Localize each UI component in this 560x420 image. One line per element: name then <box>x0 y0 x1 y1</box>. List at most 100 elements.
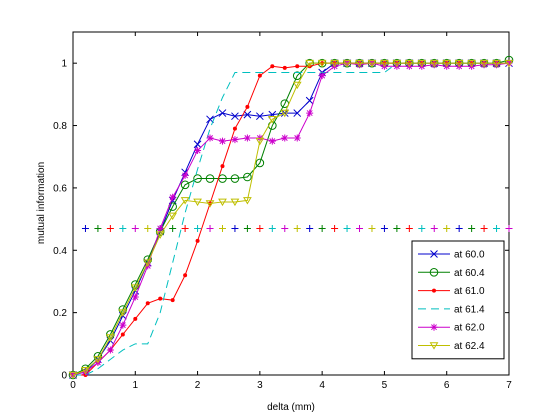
legend-label: at 61.4 <box>454 304 485 315</box>
data-point <box>119 321 127 329</box>
reference-marker <box>281 224 289 232</box>
reference-marker <box>443 224 451 232</box>
data-point <box>243 197 252 205</box>
data-point <box>317 59 327 68</box>
reference-marker <box>268 224 276 232</box>
series-group <box>68 55 514 380</box>
data-point <box>330 59 339 68</box>
data-point <box>342 59 352 68</box>
data-point <box>293 109 302 117</box>
legend-entry: at 62.4 <box>418 341 485 352</box>
data-point <box>430 61 438 69</box>
legend-label: at 61.0 <box>454 286 485 297</box>
reference-marker <box>293 224 301 232</box>
reference-marker <box>81 224 89 232</box>
data-point <box>205 174 215 183</box>
data-point <box>480 61 488 69</box>
reference-marker <box>380 224 388 232</box>
data-point <box>243 172 252 182</box>
data-point <box>170 298 175 303</box>
data-point <box>292 81 302 90</box>
reference-marker <box>194 224 202 232</box>
x-tick-label: 1 <box>133 380 139 391</box>
data-point <box>133 316 138 321</box>
data-point <box>145 301 150 306</box>
reference-marker <box>169 224 177 232</box>
legend-marker <box>430 323 438 331</box>
reference-marker <box>480 224 488 232</box>
data-point <box>292 71 302 80</box>
reference-marker <box>405 224 413 232</box>
data-point <box>195 238 200 243</box>
data-point <box>205 200 215 208</box>
x-tick-label: 6 <box>444 380 450 391</box>
data-point <box>318 72 326 80</box>
reference-marker <box>343 224 351 232</box>
data-point <box>270 64 275 69</box>
reference-marker <box>356 224 364 232</box>
data-point <box>230 198 240 207</box>
data-point <box>293 134 301 142</box>
data-point <box>180 197 190 205</box>
data-point <box>105 334 115 342</box>
reference-marker <box>318 224 326 232</box>
data-point <box>243 134 251 142</box>
reference-marker <box>306 224 314 232</box>
legend-entry: at 60.0 <box>418 250 485 261</box>
x-tick-label: 4 <box>319 380 325 391</box>
y-tick-label: 0.2 <box>53 308 67 319</box>
data-point <box>257 73 262 78</box>
data-point <box>305 96 314 105</box>
y-tick-label: 0.8 <box>53 121 67 132</box>
data-point <box>504 59 514 68</box>
data-point <box>305 59 315 68</box>
data-point <box>168 212 178 221</box>
data-point <box>81 367 90 375</box>
reference-marker <box>505 224 513 232</box>
reference-marker <box>106 224 114 232</box>
data-point <box>280 109 290 118</box>
data-point <box>193 174 202 183</box>
data-point <box>218 198 227 207</box>
reference-marker <box>181 224 189 232</box>
legend-entry: at 61.4 <box>418 304 485 315</box>
data-point <box>442 59 452 68</box>
x-tick-label: 5 <box>382 380 388 391</box>
data-point <box>181 171 189 179</box>
legend-entry: at 60.4 <box>418 268 485 279</box>
data-point <box>206 134 214 142</box>
x-tick-label: 0 <box>70 380 76 391</box>
data-point <box>306 109 314 117</box>
data-point <box>255 137 265 146</box>
data-point <box>231 112 239 121</box>
data-point <box>380 59 389 68</box>
reference-marker <box>243 224 251 232</box>
data-point <box>106 346 114 354</box>
legend-entry: at 62.0 <box>418 323 485 334</box>
data-point <box>281 134 289 142</box>
data-point <box>429 59 439 68</box>
data-point <box>183 273 188 278</box>
data-point <box>356 61 364 69</box>
reference-marker <box>119 224 127 232</box>
reference-marker <box>256 224 264 232</box>
data-point <box>131 293 139 301</box>
data-point <box>232 126 237 131</box>
legend-label: at 60.4 <box>454 268 485 279</box>
y-tick-label: 0.4 <box>53 246 67 257</box>
x-tick-label: 7 <box>506 380 512 391</box>
y-axis-label: mutual information <box>36 162 47 244</box>
y-tick-label: 1 <box>61 59 67 70</box>
data-point <box>220 164 225 169</box>
data-point <box>282 65 287 70</box>
reference-marker <box>368 224 376 232</box>
data-point <box>156 224 164 232</box>
data-point <box>169 193 177 201</box>
data-point <box>130 284 140 292</box>
reference-marker <box>493 224 501 232</box>
data-point <box>193 140 202 149</box>
axis-ticks: 0 1 2 3 4 5 6 7 0 0.2 0.4 0.6 0.8 1 <box>53 32 512 391</box>
reference-marker <box>131 224 139 232</box>
data-point <box>467 59 477 68</box>
